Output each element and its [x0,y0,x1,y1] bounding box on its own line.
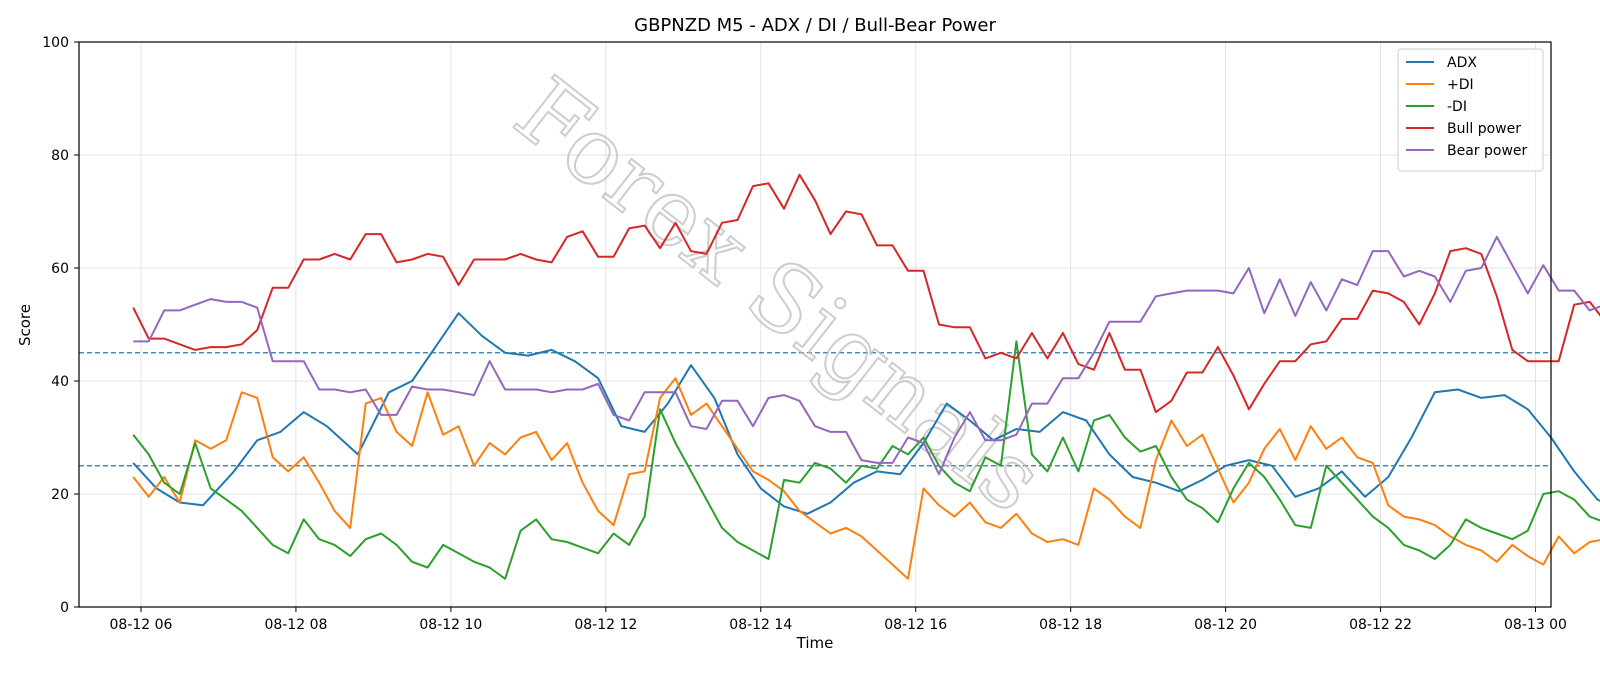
x-tick-label: 08-12 18 [1039,617,1102,633]
series-line--di [132,340,1600,580]
y-axis: 0 20 40 60 80 100 [42,35,79,616]
watermark-text: Forex Signals [496,57,1063,533]
x-tick-label: 08-12 14 [729,617,792,633]
y-tick-label: 20 [51,487,69,503]
threshold-lines [79,352,1551,467]
series-lines [132,173,1600,580]
legend-label: Bear power [1447,143,1528,159]
legend: ADX +DI -DI Bull power Bear power [1397,48,1544,172]
series-line-adx [132,312,1600,515]
series-line-bear-power [133,235,1600,476]
plot-frame [78,41,1552,608]
legend-box [1397,48,1544,172]
watermark: Forex Signals [495,56,1064,534]
x-tick-label: 08-12 20 [1194,617,1257,633]
x-tick-label: 08-12 22 [1349,617,1412,633]
x-axis: 08-12 06 08-12 08 08-12 10 08-12 12 08-12 14… [110,607,1567,633]
y-tick-label: 60 [51,261,69,277]
x-axis-title: Time [796,634,834,652]
series-line--di [132,377,1600,580]
legend-label: ADX [1447,55,1477,71]
y-tick-label: 0 [60,600,69,616]
legend-label: Bull power [1447,121,1521,137]
x-tick-label: 08-12 16 [884,617,947,633]
x-tick-label: 08-12 06 [110,617,173,633]
chart-title: GBPNZD M5 - ADX / DI / Bull-Bear Power [634,15,996,36]
x-tick-label: 08-12 08 [264,617,327,633]
legend-label: -DI [1447,99,1467,115]
series-line-bull-power [132,173,1600,414]
y-axis-title: Score [16,304,34,346]
x-tick-label: 08-13 00 [1504,617,1567,633]
x-tick-label: 08-12 12 [574,617,637,633]
y-tick-label: 80 [51,148,69,164]
y-tick-label: 40 [51,374,69,390]
x-tick-label: 08-12 10 [419,617,482,633]
y-tick-label: 100 [42,35,69,51]
legend-label: +DI [1447,77,1474,93]
